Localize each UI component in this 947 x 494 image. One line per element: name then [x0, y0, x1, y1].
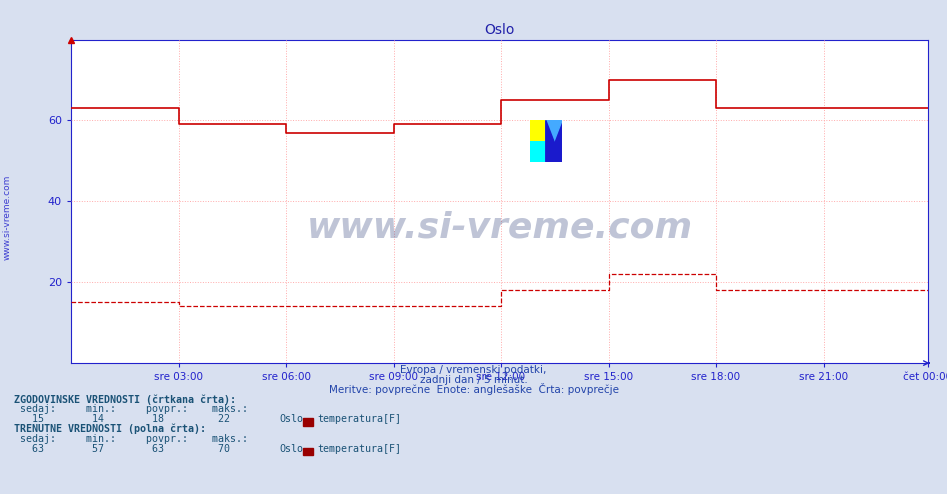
Text: temperatura[F]: temperatura[F]: [317, 444, 402, 454]
Text: www.si-vreme.com: www.si-vreme.com: [3, 175, 12, 260]
Polygon shape: [545, 121, 563, 163]
Text: Oslo: Oslo: [279, 414, 303, 424]
Text: sedaj:     min.:     povpr.:    maks.:: sedaj: min.: povpr.: maks.:: [14, 434, 248, 444]
Title: Oslo: Oslo: [484, 23, 515, 37]
Text: 63        57        63         70: 63 57 63 70: [14, 444, 230, 454]
Text: temperatura[F]: temperatura[F]: [317, 414, 402, 424]
Bar: [545, 121, 563, 163]
Bar: [529, 141, 545, 163]
Text: Evropa / vremenski podatki,: Evropa / vremenski podatki,: [401, 365, 546, 375]
Text: TRENUTNE VREDNOSTI (polna črta):: TRENUTNE VREDNOSTI (polna črta):: [14, 424, 206, 434]
Text: zadnji dan / 5 minut.: zadnji dan / 5 minut.: [420, 375, 527, 385]
Bar: [529, 121, 545, 141]
Polygon shape: [545, 121, 563, 163]
Text: sedaj:     min.:     povpr.:    maks.:: sedaj: min.: povpr.: maks.:: [14, 405, 248, 414]
Text: www.si-vreme.com: www.si-vreme.com: [307, 210, 692, 244]
Text: ZGODOVINSKE VREDNOSTI (črtkana črta):: ZGODOVINSKE VREDNOSTI (črtkana črta):: [14, 394, 236, 405]
Text: 15        14        18         22: 15 14 18 22: [14, 414, 230, 424]
Text: Meritve: povprečne  Enote: anglešaške  Črta: povprečje: Meritve: povprečne Enote: anglešaške Črt…: [329, 383, 618, 395]
Text: Oslo: Oslo: [279, 444, 303, 454]
